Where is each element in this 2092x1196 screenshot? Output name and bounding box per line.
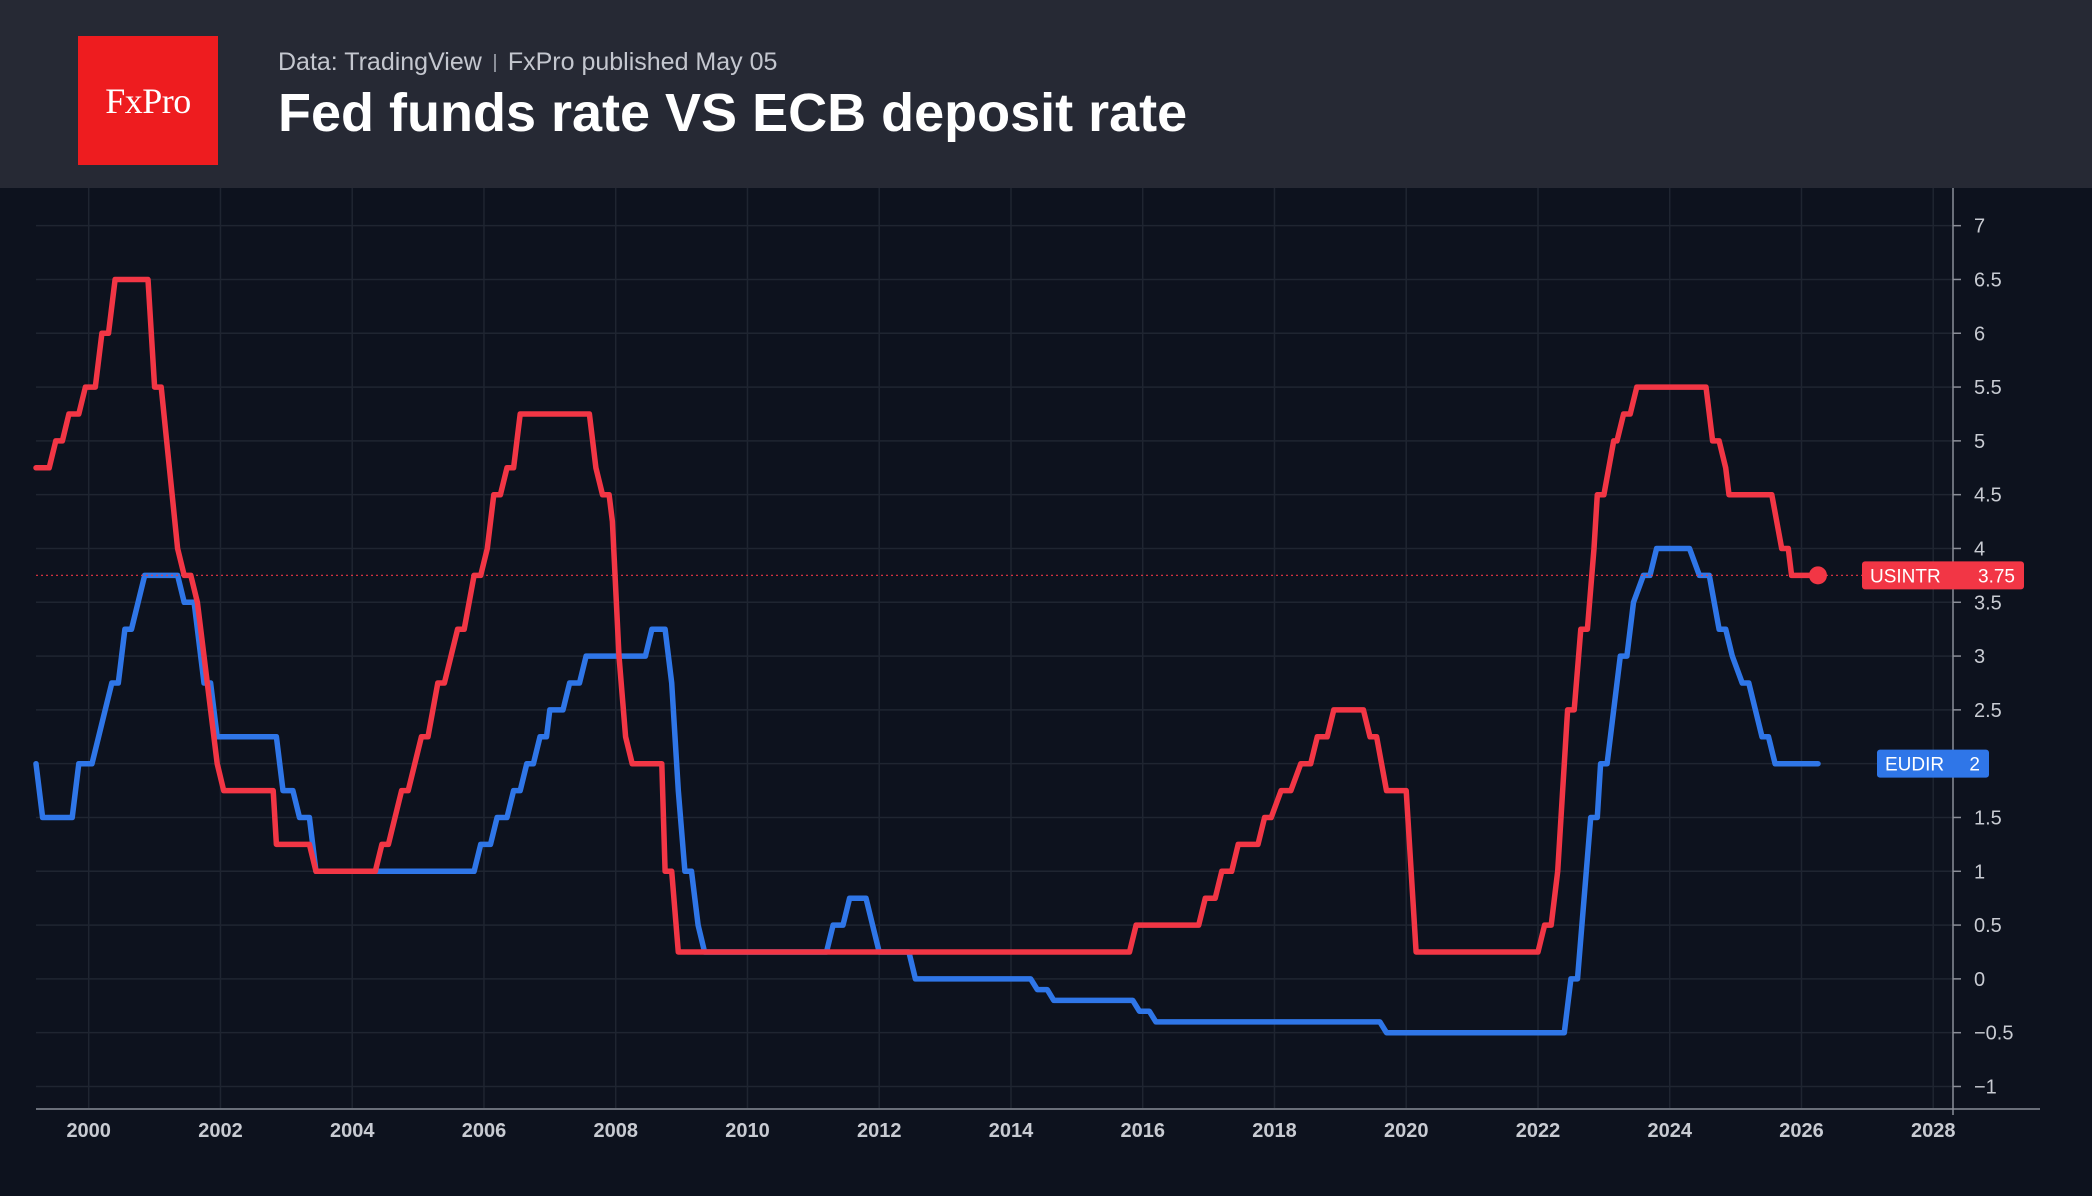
x-tick-label: 2028 (1911, 1120, 1956, 1142)
x-tick-label: 2012 (857, 1120, 902, 1142)
x-tick-label: 2018 (1252, 1120, 1297, 1142)
series-tag-value: 3.75 (1978, 566, 2015, 587)
x-tick-label: 2004 (330, 1120, 375, 1142)
series-tag-name: EUDIR (1885, 755, 1944, 776)
y-tick-label: 4.5 (1974, 485, 2002, 507)
y-tick-label: 3 (1974, 646, 1985, 668)
y-tick-label: 5.5 (1974, 377, 2002, 399)
series-tag-eudir (1877, 749, 1989, 778)
header-bar: FxPro Data: TradingView FxPro published … (0, 0, 2092, 188)
y-tick-label: −0.5 (1974, 1023, 2013, 1045)
series-line-usintr (33, 276, 1821, 955)
series-layer (33, 276, 1862, 1036)
x-tick-label: 2014 (989, 1120, 1034, 1142)
y-tick-label: 0 (1974, 969, 1985, 991)
value-tags: USINTR 3.75 EUDIR 2 (1862, 561, 2024, 778)
y-tick-label: 1.5 (1974, 807, 2002, 829)
chart-title: Fed funds rate VS ECB deposit rate (278, 83, 1188, 143)
publish-note: FxPro published May 05 (507, 48, 778, 76)
x-tick-label: 2002 (198, 1120, 243, 1142)
series-tag-usintr (1862, 561, 2024, 590)
subtitle-separator (493, 53, 496, 72)
fxpro-logo: FxPro (78, 36, 218, 165)
chart-axes: 2000 2002 2004 2006 2008 2010 2012 2014 2016 2018… (36, 188, 2040, 1142)
x-tick-label: 2026 (1779, 1120, 1824, 1142)
x-tick-label: 2006 (462, 1120, 507, 1142)
y-tick-label: 0.5 (1974, 915, 2002, 937)
series-tag-name: USINTR (1870, 566, 1941, 587)
usintr-last-point (1808, 566, 1827, 585)
y-tick-label: 5 (1974, 431, 1985, 453)
y-tick-label: −1 (1974, 1076, 1997, 1098)
rate-chart: 2000 2002 2004 2006 2008 2010 2012 2014 2016 2018… (33, 188, 2040, 1142)
x-tick-label: 2020 (1384, 1120, 1429, 1142)
x-tick-label: 2024 (1647, 1120, 1692, 1142)
y-tick-label: 6 (1974, 323, 1985, 345)
series-line-eudir (33, 545, 1821, 1036)
x-tick-label: 2008 (593, 1120, 638, 1142)
data-source: Data: TradingView (278, 48, 482, 76)
series-tag-value: 2 (1969, 755, 1980, 776)
logo-text: FxPro (105, 80, 191, 121)
y-tick-label: 2.5 (1974, 700, 2002, 722)
y-tick-label: 6.5 (1974, 269, 2002, 291)
x-tick-label: 2022 (1516, 1120, 1561, 1142)
chart-subtitle: Data: TradingView FxPro published May 05 (278, 48, 777, 77)
chart-grid (36, 188, 1953, 1108)
y-tick-label: 3.5 (1974, 592, 2002, 614)
y-tick-label: 7 (1974, 216, 1985, 238)
y-tick-label: 4 (1974, 538, 1985, 560)
y-tick-label: 1 (1974, 861, 1985, 883)
x-tick-label: 2010 (725, 1120, 770, 1142)
x-tick-label: 2000 (66, 1120, 111, 1142)
x-tick-label: 2016 (1120, 1120, 1165, 1142)
